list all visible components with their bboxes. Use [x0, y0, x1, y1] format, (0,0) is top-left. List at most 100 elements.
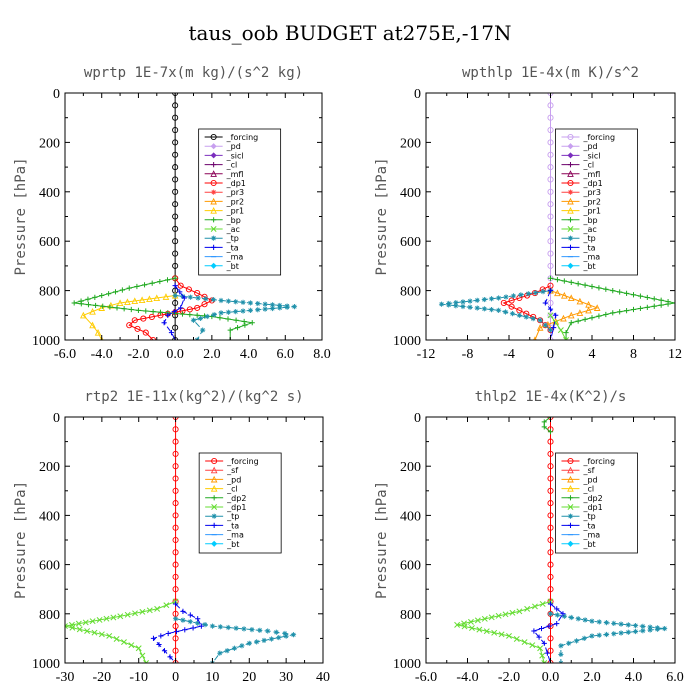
x-tick-label: 4: [589, 347, 596, 362]
data-point: [618, 621, 624, 627]
data-point: [537, 317, 543, 323]
data-point: [276, 634, 282, 641]
data-point: [126, 322, 133, 329]
data-point: [547, 151, 554, 158]
x-tick-label: 4.0: [240, 347, 258, 362]
data-point: [481, 306, 487, 312]
legend-swatch-marker: [567, 475, 574, 483]
data-point: [254, 639, 260, 645]
data-point: [568, 614, 574, 621]
data-point: [172, 299, 179, 307]
y-tick-label: 800: [400, 285, 421, 300]
legend-label: _ta: [582, 521, 595, 530]
data-point: [163, 602, 170, 609]
data-point: [568, 279, 574, 285]
data-point: [240, 308, 246, 314]
data-point: [218, 297, 224, 304]
x-tick-label: 10: [205, 670, 219, 685]
data-point: [651, 296, 657, 302]
data-point: [233, 299, 239, 305]
y-tick-label: 600: [39, 559, 60, 574]
data-point: [167, 654, 173, 660]
legend-label: _pr3: [226, 188, 244, 197]
chart-panel-2: wpthlp 1E-4x(m K)/s^2 Pressure [hPa] -12 -8…: [374, 65, 682, 362]
data-point: [200, 327, 206, 333]
data-point: [172, 616, 179, 622]
data-point: [172, 500, 179, 507]
data-point: [596, 619, 602, 625]
x-tick-label: 0: [172, 670, 179, 685]
data-point: [182, 627, 188, 633]
data-point: [172, 601, 179, 607]
legend-swatch-marker: [211, 235, 217, 241]
data-point: [204, 313, 210, 320]
data-point: [567, 294, 575, 302]
data-point: [194, 304, 201, 311]
data-point: [157, 309, 164, 315]
data-point: [257, 627, 263, 633]
data-point: [547, 127, 554, 134]
y-tick-label: 1000: [32, 657, 60, 672]
data-point: [525, 291, 531, 297]
y-tick-label: 200: [400, 136, 421, 151]
legend-label: _dp1: [582, 179, 602, 188]
x-tick-label: -2.0: [127, 347, 149, 362]
legend-swatch-marker: [211, 457, 218, 465]
legend-label: _forcing: [582, 133, 615, 142]
data-point: [78, 301, 84, 307]
data-point: [198, 623, 204, 629]
data-point: [172, 139, 179, 146]
data-point: [561, 291, 568, 299]
data-point: [630, 306, 637, 313]
data-point: [225, 309, 231, 315]
legend-label: _dp1: [582, 503, 602, 512]
data-point: [143, 308, 149, 314]
data-point: [172, 549, 179, 556]
panel-title: thlp2 1E-4x(K^2)/s: [475, 389, 627, 405]
series-markers: [172, 616, 297, 663]
data-point: [488, 296, 495, 302]
data-point: [233, 317, 239, 323]
data-point: [637, 305, 644, 312]
data-point: [172, 283, 178, 289]
legend-swatch-marker: [567, 133, 574, 141]
data-point: [647, 627, 653, 633]
data-point: [139, 608, 146, 615]
data-point: [637, 293, 644, 299]
legend-label: _ta: [226, 243, 239, 252]
chart-panel-1: wprtp 1E-7x(m kg)/(s^2 kg) Pressure [hPa]…: [13, 65, 331, 362]
data-point: [585, 306, 592, 314]
legend-label: _sf: [226, 466, 238, 475]
y-tick-label: 600: [400, 235, 421, 250]
series-line: [534, 290, 599, 340]
plot-frame: [64, 416, 324, 664]
legend-label: _dp1: [226, 503, 246, 512]
data-point: [146, 607, 153, 614]
data-point: [162, 293, 170, 300]
data-point: [582, 282, 588, 288]
data-point: [181, 295, 187, 301]
legend-swatch-marker: [567, 513, 574, 519]
data-point: [665, 301, 671, 307]
x-tick-label: -4: [503, 347, 515, 362]
data-point: [172, 426, 179, 433]
series-markers: [454, 598, 554, 663]
data-point: [460, 299, 466, 305]
series-line: [152, 603, 203, 663]
x-tick-label: 0: [547, 347, 554, 362]
data-point: [461, 623, 468, 630]
data-point: [217, 315, 223, 321]
legend-swatch-marker: [567, 170, 574, 177]
x-tick-label: 8.0: [313, 347, 331, 362]
legend-swatch-marker: [567, 179, 574, 187]
data-point: [89, 307, 96, 315]
legend-label: _tp: [226, 512, 239, 521]
data-point: [89, 618, 96, 625]
y-tick-label: 400: [400, 186, 421, 201]
data-point: [172, 114, 179, 121]
legend-swatch-marker: [210, 226, 217, 232]
data-point: [446, 302, 452, 308]
panel-title: rtp2 1E-11x(kg^2)/(kg^2 s): [84, 389, 303, 405]
data-point: [261, 637, 267, 644]
